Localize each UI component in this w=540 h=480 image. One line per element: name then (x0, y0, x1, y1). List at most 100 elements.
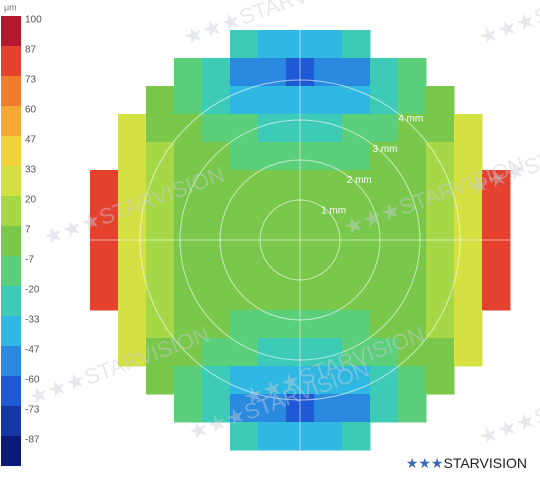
map-cell (258, 198, 287, 227)
map-cell (118, 198, 147, 227)
map-cell (202, 114, 231, 143)
map-cell (482, 170, 511, 199)
map-cell (314, 366, 343, 395)
ring-label: 1 mm (321, 205, 346, 216)
map-cell (398, 142, 427, 171)
colorbar-label: 47 (25, 135, 37, 146)
colorbar-label: -60 (25, 375, 40, 386)
map-cell (90, 198, 119, 227)
map-cell (342, 422, 371, 451)
map-cell (258, 86, 287, 115)
map-cell (230, 142, 259, 171)
mm-ring (219, 159, 381, 321)
colorbar-swatch (1, 316, 21, 346)
map-cell (258, 338, 287, 367)
colorbar-swatch (1, 346, 21, 376)
map-cell (398, 282, 427, 311)
map-cell (202, 366, 231, 395)
map-cell (454, 142, 483, 171)
map-cell (230, 198, 259, 227)
map-cell (202, 394, 231, 423)
colorbar-swatch (1, 256, 21, 286)
map-cell (174, 282, 203, 311)
ring-label: 3 mm (372, 144, 397, 155)
map-cell (118, 170, 147, 199)
map-cell (174, 58, 203, 87)
ring-label: 2 mm (347, 175, 372, 186)
map-cell (202, 170, 231, 199)
map-cell (118, 282, 147, 311)
map-cell (370, 394, 399, 423)
map-cell (202, 338, 231, 367)
colorbar-swatch (1, 196, 21, 226)
map-cell (174, 114, 203, 143)
colorbar-label: -20 (25, 285, 40, 296)
map-cell (370, 58, 399, 87)
map-cell (230, 254, 259, 283)
colorbar-swatch (1, 46, 21, 76)
map-cell (426, 254, 455, 283)
colorbar-label: -73 (25, 405, 40, 416)
logo-text: STARVISION (443, 455, 527, 471)
map-cell (342, 30, 371, 59)
logo: ★★★STARVISION (406, 455, 527, 471)
map-cell (174, 170, 203, 199)
map-cell (342, 86, 371, 115)
map-cell (314, 114, 343, 143)
map-cell (398, 86, 427, 115)
map-cell (202, 198, 231, 227)
map-cell (482, 198, 511, 227)
colorbar-label: -7 (25, 255, 34, 266)
map-cell (482, 254, 511, 283)
colorbar-label: -33 (25, 315, 40, 326)
colorbar-swatch (1, 76, 21, 106)
unit-label: μm (4, 2, 17, 12)
map-cell (258, 170, 287, 199)
map-cell (314, 338, 343, 367)
map-cell (454, 254, 483, 283)
map-cell (370, 366, 399, 395)
map-cell (342, 394, 371, 423)
map-cell (146, 282, 175, 311)
map-cell (146, 366, 175, 395)
colorbar-swatch (1, 406, 21, 436)
map-cell (230, 58, 259, 87)
map-cell (426, 142, 455, 171)
map-cell (118, 142, 147, 171)
map-cell (118, 254, 147, 283)
colorbar-swatch (1, 376, 21, 406)
map-cell (146, 86, 175, 115)
map-cell (426, 86, 455, 115)
map-cell (342, 198, 371, 227)
mm-ring (179, 119, 421, 361)
colorbar-label: 60 (25, 105, 37, 116)
map-cell (398, 366, 427, 395)
map-cell (230, 114, 259, 143)
colorbar-label: 20 (25, 195, 37, 206)
map-cell (174, 338, 203, 367)
map-cell (314, 422, 343, 451)
colorbar-label: 87 (25, 45, 37, 56)
map-cell (342, 58, 371, 87)
map-cell (146, 254, 175, 283)
map-cell (258, 282, 287, 311)
map-cell (118, 310, 147, 339)
map-cell (146, 170, 175, 199)
map-cell (146, 114, 175, 143)
map-cell (202, 282, 231, 311)
map-cell (426, 366, 455, 395)
map-cell (230, 422, 259, 451)
map-cell (258, 422, 287, 451)
map-cell (174, 254, 203, 283)
map-cell (258, 310, 287, 339)
map-cell (258, 30, 287, 59)
map-cell (314, 282, 343, 311)
colorbar-label: 73 (25, 75, 37, 86)
map-cell (258, 114, 287, 143)
map-cell (398, 170, 427, 199)
map-cell (230, 86, 259, 115)
map-cell (90, 282, 119, 311)
map-cell (314, 142, 343, 171)
